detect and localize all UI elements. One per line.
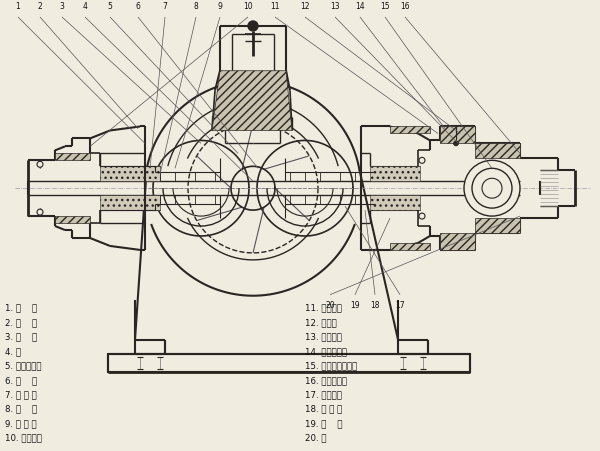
Text: 16. 联轴器部件: 16. 联轴器部件 bbox=[305, 375, 347, 384]
Circle shape bbox=[37, 162, 43, 168]
Polygon shape bbox=[440, 127, 475, 144]
Text: 13. 固定螺钉: 13. 固定螺钉 bbox=[305, 332, 342, 341]
Text: 17: 17 bbox=[395, 300, 405, 309]
Polygon shape bbox=[108, 354, 470, 373]
Text: 5. 双吸密封环: 5. 双吸密封环 bbox=[5, 361, 41, 370]
Polygon shape bbox=[100, 196, 160, 211]
Text: 2. 泵    盖: 2. 泵 盖 bbox=[5, 318, 37, 327]
Polygon shape bbox=[100, 167, 160, 182]
Text: 19. 螺    柱: 19. 螺 柱 bbox=[305, 418, 343, 427]
Polygon shape bbox=[475, 219, 520, 234]
Text: 4. 轴: 4. 轴 bbox=[5, 346, 21, 355]
Polygon shape bbox=[55, 216, 90, 224]
Polygon shape bbox=[475, 144, 520, 159]
Text: 13: 13 bbox=[330, 2, 340, 11]
Polygon shape bbox=[440, 234, 475, 250]
Text: 15. 单列向心球轴承: 15. 单列向心球轴承 bbox=[305, 361, 357, 370]
Polygon shape bbox=[212, 72, 292, 131]
Text: 4: 4 bbox=[83, 2, 88, 11]
Circle shape bbox=[419, 214, 425, 220]
Text: 19: 19 bbox=[350, 300, 360, 309]
Text: 8. 填    料: 8. 填 料 bbox=[5, 404, 37, 413]
Text: 18. 挡 水 圆: 18. 挡 水 圆 bbox=[305, 404, 342, 413]
Text: 9. 填 料 环: 9. 填 料 环 bbox=[5, 418, 37, 427]
Text: 17. 轴承端盖: 17. 轴承端盖 bbox=[305, 389, 342, 398]
Text: 11. 锁紧螺母: 11. 锁紧螺母 bbox=[305, 303, 342, 312]
Text: 1. 泵    体: 1. 泵 体 bbox=[5, 303, 37, 312]
Text: 7. 填 料 套: 7. 填 料 套 bbox=[5, 389, 37, 398]
Text: 11: 11 bbox=[270, 2, 280, 11]
Text: 10: 10 bbox=[243, 2, 253, 11]
Text: 14: 14 bbox=[355, 2, 365, 11]
Text: 18: 18 bbox=[370, 300, 380, 309]
Text: 3: 3 bbox=[59, 2, 64, 11]
Polygon shape bbox=[370, 167, 420, 182]
Polygon shape bbox=[390, 127, 430, 134]
Circle shape bbox=[419, 158, 425, 164]
Text: 8: 8 bbox=[194, 2, 199, 11]
Polygon shape bbox=[390, 244, 430, 250]
Circle shape bbox=[454, 142, 458, 147]
Text: 6. 轴    套: 6. 轴 套 bbox=[5, 375, 37, 384]
Polygon shape bbox=[370, 196, 420, 211]
Circle shape bbox=[482, 179, 502, 199]
Text: 6: 6 bbox=[136, 2, 140, 11]
Polygon shape bbox=[55, 154, 90, 161]
Text: 16: 16 bbox=[400, 2, 410, 11]
Text: 20: 20 bbox=[325, 300, 335, 309]
Text: 12. 轴承体: 12. 轴承体 bbox=[305, 318, 337, 327]
Text: 20. 键: 20. 键 bbox=[305, 433, 326, 442]
Circle shape bbox=[248, 22, 258, 32]
Text: 14. 轴承体压盖: 14. 轴承体压盖 bbox=[305, 346, 347, 355]
Text: 3. 叶    轮: 3. 叶 轮 bbox=[5, 332, 37, 341]
Text: 2: 2 bbox=[38, 2, 43, 11]
Circle shape bbox=[472, 169, 512, 209]
Text: 5: 5 bbox=[107, 2, 112, 11]
Text: 12: 12 bbox=[300, 2, 310, 11]
Text: 9: 9 bbox=[218, 2, 223, 11]
Circle shape bbox=[37, 210, 43, 216]
Text: 10. 填料压盖: 10. 填料压盖 bbox=[5, 433, 42, 442]
Circle shape bbox=[464, 161, 520, 216]
Text: 1: 1 bbox=[16, 2, 20, 11]
Text: 7: 7 bbox=[163, 2, 167, 11]
Text: 15: 15 bbox=[380, 2, 390, 11]
